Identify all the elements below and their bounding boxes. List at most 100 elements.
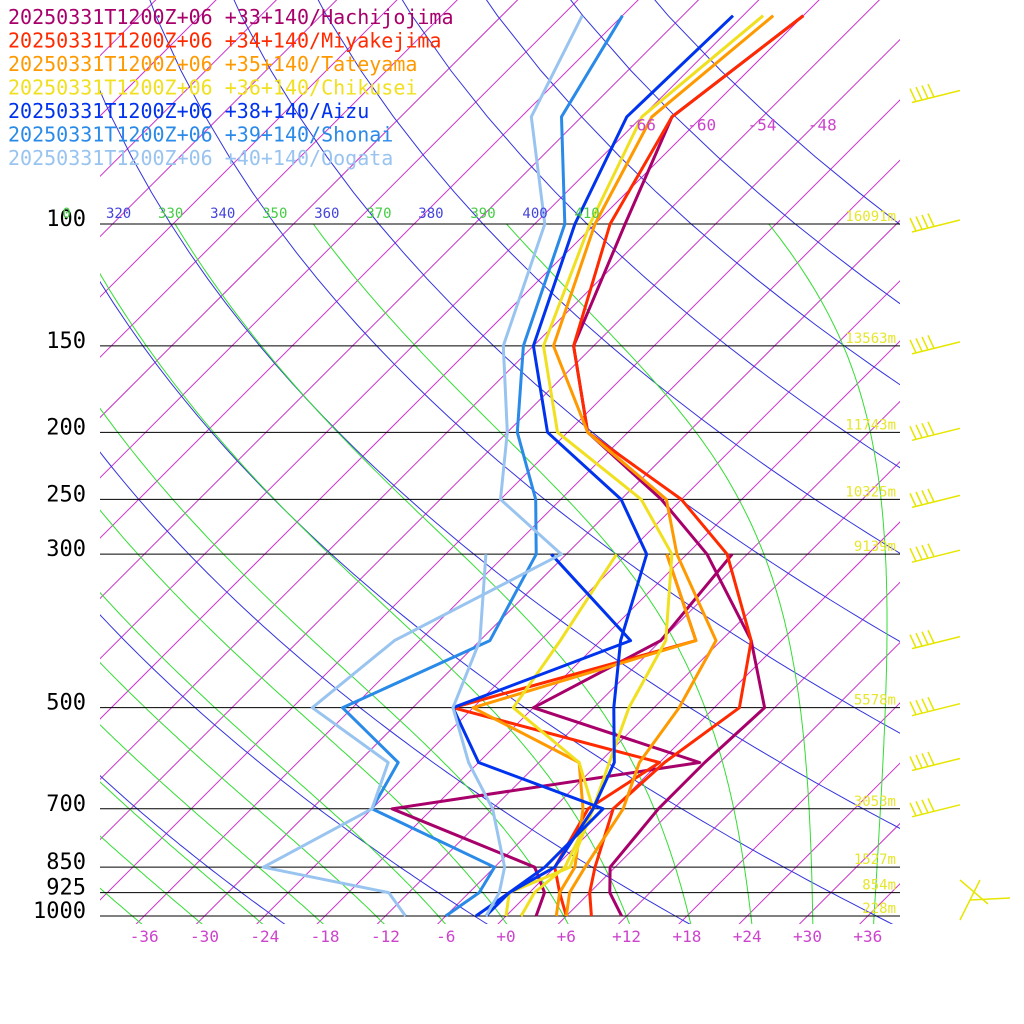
temperature-profile-line: [475, 14, 735, 918]
isotherm-line: [100, 0, 338, 238]
x-tick-label: +24: [733, 927, 762, 946]
dry-adiabat-line: [100, 89, 900, 829]
legend-entry: 20250331T1200Z+06 +34+140/Miyakejima: [8, 29, 441, 53]
moist-adiabat-line: [100, 272, 631, 924]
pressure-label: 100: [46, 207, 86, 232]
isotherm-line: [974, 0, 1024, 931]
temperature-profile-line: [552, 14, 775, 917]
moist-adiabat-line: [768, 223, 888, 924]
wind-barb: [909, 421, 961, 442]
theta-label: 400: [522, 206, 547, 222]
x-tick-label: -30: [190, 927, 219, 946]
theta-label: 320: [106, 206, 131, 222]
legend-entry: 20250331T1200Z+06 +35+140/Tateyama: [8, 52, 417, 76]
wind-barb: [909, 83, 961, 104]
upper-temp-label: -60: [687, 115, 716, 134]
x-tick-label: -24: [250, 927, 279, 946]
pressure-label: 250: [46, 482, 86, 507]
pressure-label: 850: [46, 850, 86, 875]
pressure-label: 1000: [33, 899, 86, 924]
moist-adiabat-line: [100, 781, 264, 924]
moist-adiabat-line: [100, 724, 324, 924]
moist-adiabat-line: [174, 223, 692, 924]
isotherm-line: [100, 38, 900, 841]
wind-barb: [909, 543, 961, 563]
wind-barb: [909, 797, 961, 818]
height-label: 9139m: [854, 539, 896, 555]
wind-barb: [909, 751, 961, 772]
x-tick-label: -36: [130, 927, 159, 946]
pressure-label: 300: [46, 537, 86, 562]
temperature-profile-line: [519, 14, 765, 917]
isotherm-line: [316, 340, 900, 924]
dewpoint-profile-line: [451, 553, 633, 918]
moist-adiabat-line: [100, 509, 508, 924]
x-tick-label: +12: [612, 927, 641, 946]
temperature-profile-line: [572, 14, 805, 917]
wind-barb-column: [909, 83, 1011, 921]
height-label: 10325m: [845, 484, 896, 500]
dry-adiabat-line: [233, 0, 900, 643]
isotherm-line: [100, 0, 639, 539]
pressure-label: 700: [46, 792, 86, 817]
wind-barb: [909, 488, 961, 509]
x-tick-label: +0: [496, 927, 515, 946]
height-label: 228m: [862, 901, 896, 917]
dry-adiabat-line: [401, 0, 900, 469]
wind-barb: [909, 335, 961, 355]
theta-label: 0: [62, 206, 70, 222]
moist-adiabat-line: [506, 223, 814, 924]
legend-entry: 20250331T1200Z+06 +36+140/Chikusei: [8, 76, 417, 100]
isotherm-line: [100, 99, 900, 901]
moist-adiabat-line: [100, 591, 447, 924]
isotherm-line: [100, 0, 278, 178]
height-label: 13563m: [845, 331, 896, 347]
isotherm-line: [436, 460, 900, 924]
isotherm-line: [376, 400, 900, 924]
isotherm-line: [100, 0, 398, 298]
x-tick-label: -12: [371, 927, 400, 946]
isotherm-line: [100, 0, 579, 479]
dewpoint-profile-line: [390, 553, 734, 917]
pressure-label: 500: [46, 691, 86, 716]
isotherm-line: [798, 822, 900, 924]
isotherm-line: [738, 762, 900, 924]
x-tick-label: -18: [311, 927, 340, 946]
temperature-profile-line: [572, 14, 805, 917]
pressure-label: 150: [46, 329, 86, 354]
legend: 20250331T1200Z+06 +33+140/Hachijojima202…: [8, 5, 454, 170]
dry-adiabat-line: [485, 0, 900, 386]
temperature-profile-line: [261, 15, 584, 917]
isotherm-line: [100, 0, 700, 600]
theta-label: 350: [262, 206, 287, 222]
isotherm-line: [100, 0, 820, 720]
moist-adiabat-grid: [100, 223, 888, 924]
height-label: 16091m: [845, 209, 896, 225]
isotherm-line: [557, 581, 900, 924]
dry-adiabat-line: [100, 280, 894, 924]
legend-entry: 20250331T1200Z+06 +40+140/Oogata: [8, 146, 393, 170]
height-label: 854m: [862, 878, 896, 894]
height-label: 5578m: [854, 693, 896, 709]
isobar-grid: [100, 223, 900, 917]
upper-temp-label: -66: [627, 115, 656, 134]
dewpoint-profile-line: [451, 554, 507, 917]
theta-label: 390: [470, 206, 495, 222]
moist-adiabat-line: [100, 835, 203, 924]
sounding-series: [261, 14, 805, 918]
x-tick-label: -6: [436, 927, 455, 946]
theta-label: 410: [574, 206, 599, 222]
moist-adiabat-line: [100, 407, 569, 924]
isotherm-line: [913, 0, 1024, 931]
dry-adiabat-line: [570, 0, 900, 305]
dry-adiabat-line: [149, 0, 900, 734]
height-label: 3053m: [854, 794, 896, 810]
height-label: 1527m: [854, 852, 896, 868]
theta-label: 330: [158, 206, 183, 222]
isotherm-line: [100, 0, 881, 781]
dry-adiabat-line: [100, 775, 286, 924]
height-label: 11743m: [845, 417, 896, 433]
dry-adiabat-line: [317, 0, 900, 554]
x-tick-label: +36: [853, 927, 882, 946]
